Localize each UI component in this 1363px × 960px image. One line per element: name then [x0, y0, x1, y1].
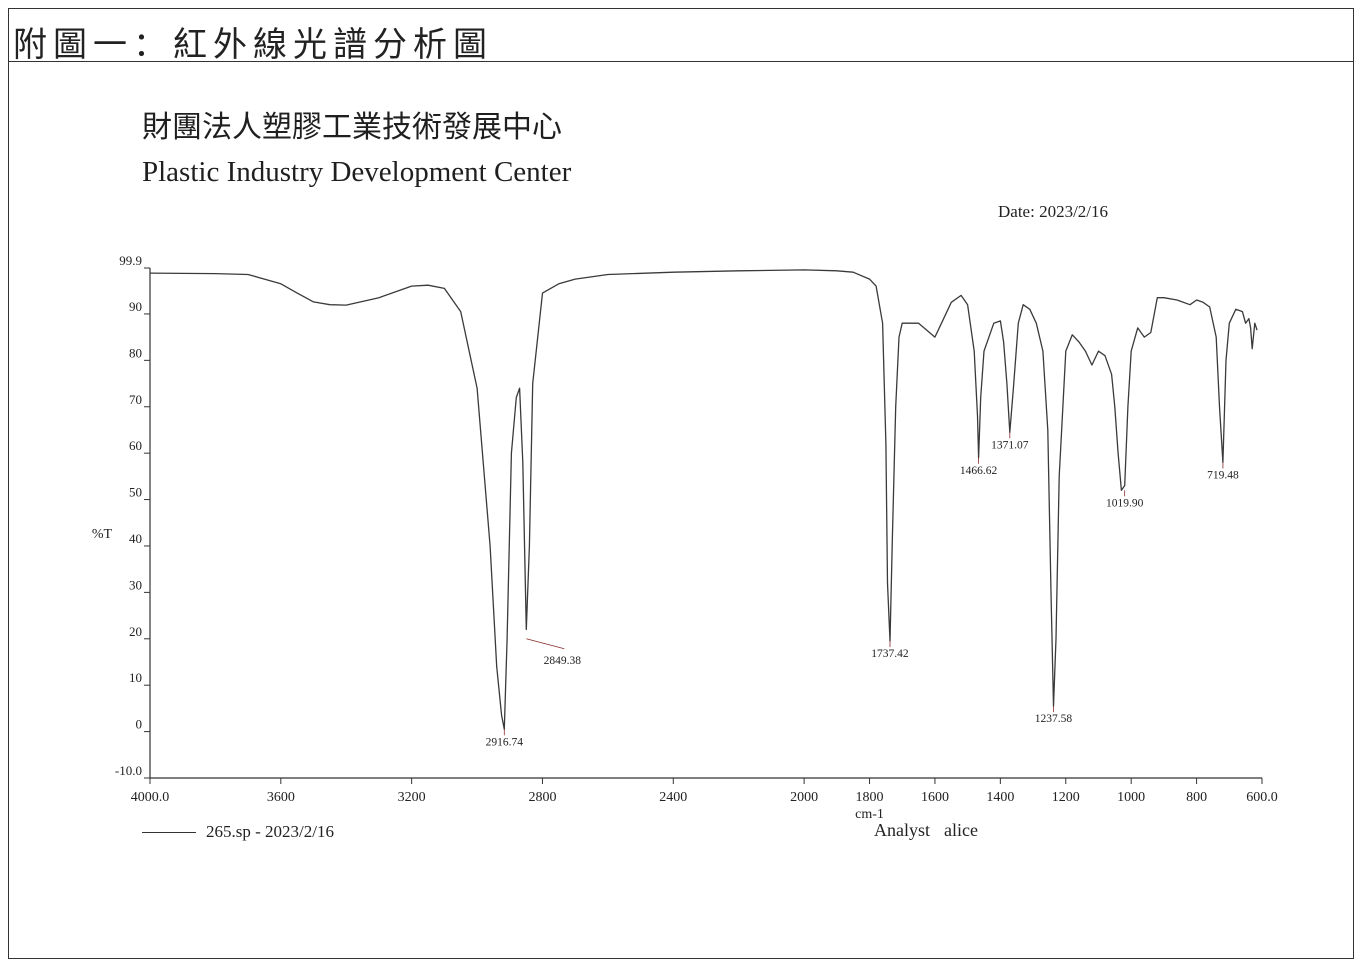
y-tick-label: -10.0 — [115, 763, 142, 778]
x-tick-label: 1800 — [856, 790, 884, 805]
x-tick-label: 3600 — [267, 790, 295, 805]
y-tick-label: 99.9 — [119, 253, 142, 268]
analyst-label: Analyst — [874, 820, 930, 840]
page-title: 附圖一：紅外線光譜分析圖 — [13, 25, 493, 65]
x-tick-label: 4000.0 — [131, 790, 170, 805]
y-tick-label: 50 — [129, 485, 142, 500]
x-tick-label: 2800 — [528, 790, 556, 805]
x-tick-label: 1200 — [1052, 790, 1080, 805]
y-tick-label: 0 — [136, 717, 143, 732]
peak-label: 2916.74 — [486, 736, 524, 748]
x-tick-label: 1000 — [1117, 790, 1145, 805]
title-bar: 附圖一：紅外線光譜分析圖 — [9, 9, 1353, 65]
x-axis-label: cm-1 — [855, 807, 884, 822]
x-tick-label: 1400 — [986, 790, 1014, 805]
organization-name-chinese: 財團法人塑膠工業技術發展中心 — [142, 110, 562, 145]
report-date: Date: 2023/2/16 — [998, 202, 1109, 221]
peak-leader-line — [526, 638, 565, 650]
peak-label: 1371.07 — [991, 439, 1029, 451]
peak-label: 1737.42 — [871, 648, 909, 660]
x-tick-label: 1600 — [921, 790, 949, 805]
y-tick-label: 30 — [129, 577, 142, 592]
peak-label: 1466.62 — [960, 465, 998, 477]
y-tick-label: 80 — [129, 345, 142, 360]
spectrum-line — [149, 269, 1258, 730]
analyst-value: alice — [944, 820, 978, 840]
y-tick-label: 20 — [129, 624, 142, 639]
y-tick-label: 60 — [129, 438, 142, 453]
x-tick-label: 2000 — [790, 790, 818, 805]
peak-label: 1019.90 — [1106, 497, 1144, 509]
peak-label: 2849.38 — [544, 655, 582, 667]
peak-label: 1237.58 — [1035, 713, 1073, 725]
x-tick-label: 600.0 — [1246, 790, 1278, 805]
legend-label: 265.sp - 2023/2/16 — [206, 822, 334, 841]
x-tick-label: 2400 — [659, 790, 687, 805]
y-tick-label: 70 — [129, 392, 142, 407]
y-tick-label: 90 — [129, 299, 142, 314]
peak-label: 719.48 — [1207, 469, 1239, 481]
y-axis-label: %T — [92, 527, 113, 542]
organization-name-english: Plastic Industry Development Center — [142, 156, 572, 188]
y-tick-label: 10 — [129, 670, 142, 685]
analyst: Analyst alice — [874, 820, 978, 841]
x-tick-label: 3200 — [398, 790, 426, 805]
legend: 265.sp - 2023/2/16 — [142, 822, 334, 842]
legend-line-swatch — [142, 831, 196, 833]
y-tick-label: 40 — [129, 531, 142, 546]
report-frame: 附圖一：紅外線光譜分析圖 — [8, 8, 1354, 959]
x-tick-label: 800 — [1186, 790, 1207, 805]
